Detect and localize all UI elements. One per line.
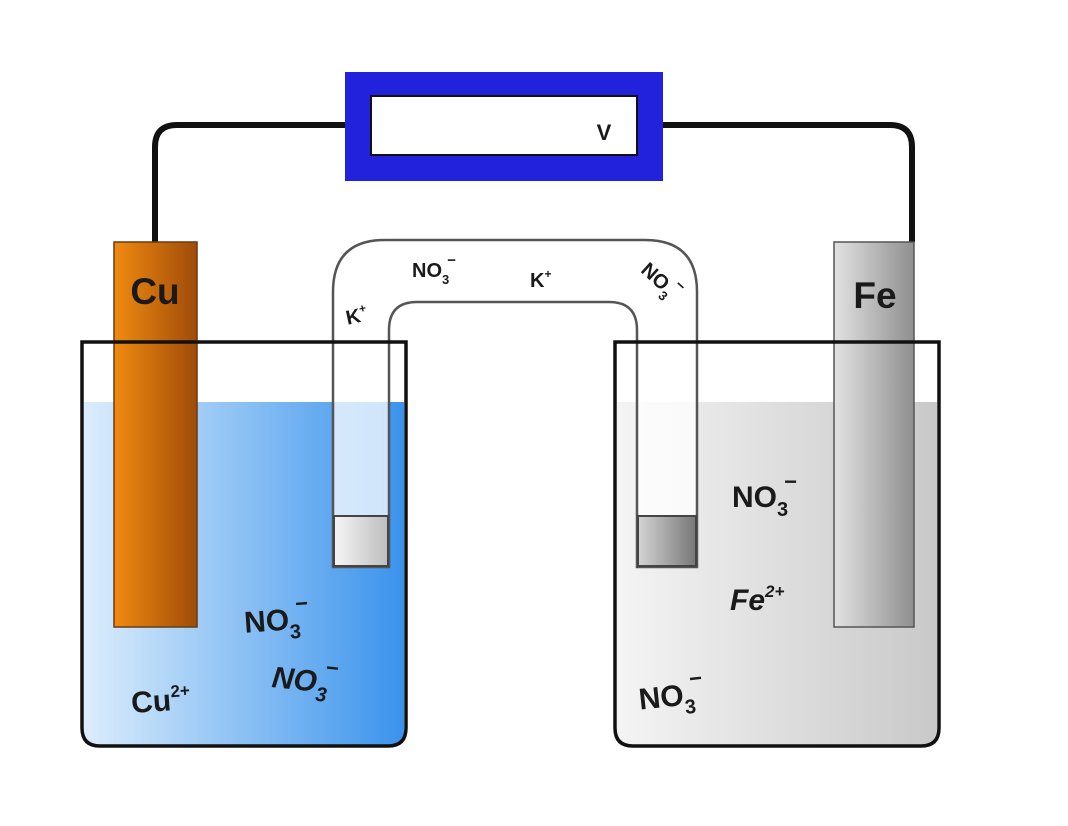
right-beaker — [613, 340, 941, 748]
copper-rod — [113, 241, 198, 628]
iron-electrode-label: Fe — [853, 275, 896, 316]
left-beaker — [80, 340, 408, 748]
bridge-ion-k-center: K+ — [530, 267, 551, 292]
voltmeter-label: V — [597, 120, 612, 145]
right-ion-iron: Fe2+ — [730, 582, 784, 617]
copper-electrode: Cu — [113, 241, 198, 628]
left-ion-nitrate-bottom: NO3− — [270, 649, 340, 708]
iron-rod — [833, 241, 915, 628]
left-ion-nitrate-top: NO3− — [242, 590, 310, 646]
left-beaker-ions: NO3− Cu2+ NO3− — [130, 590, 340, 720]
right-ion-nitrate-bottom: NO3− — [636, 665, 706, 724]
salt-bridge-left-plug — [333, 515, 389, 567]
salt-bridge-ions: K+ NO3− K+ NO3− — [343, 252, 689, 330]
voltmeter-window — [370, 95, 638, 156]
bridge-ion-nitrate-left: NO3− — [412, 252, 456, 287]
voltmeter: V — [345, 72, 663, 181]
bridge-ion-k-left: K+ — [343, 301, 369, 330]
salt-bridge — [331, 238, 699, 569]
salt-bridge-right-plug — [637, 515, 697, 567]
copper-electrode-label: Cu — [130, 271, 179, 312]
iron-electrode: Fe — [833, 241, 915, 628]
right-beaker-ions: NO3− Fe2+ NO3− — [636, 469, 797, 724]
left-ion-copper: Cu2+ — [130, 681, 192, 720]
right-ion-nitrate-top: NO3− — [732, 469, 797, 521]
